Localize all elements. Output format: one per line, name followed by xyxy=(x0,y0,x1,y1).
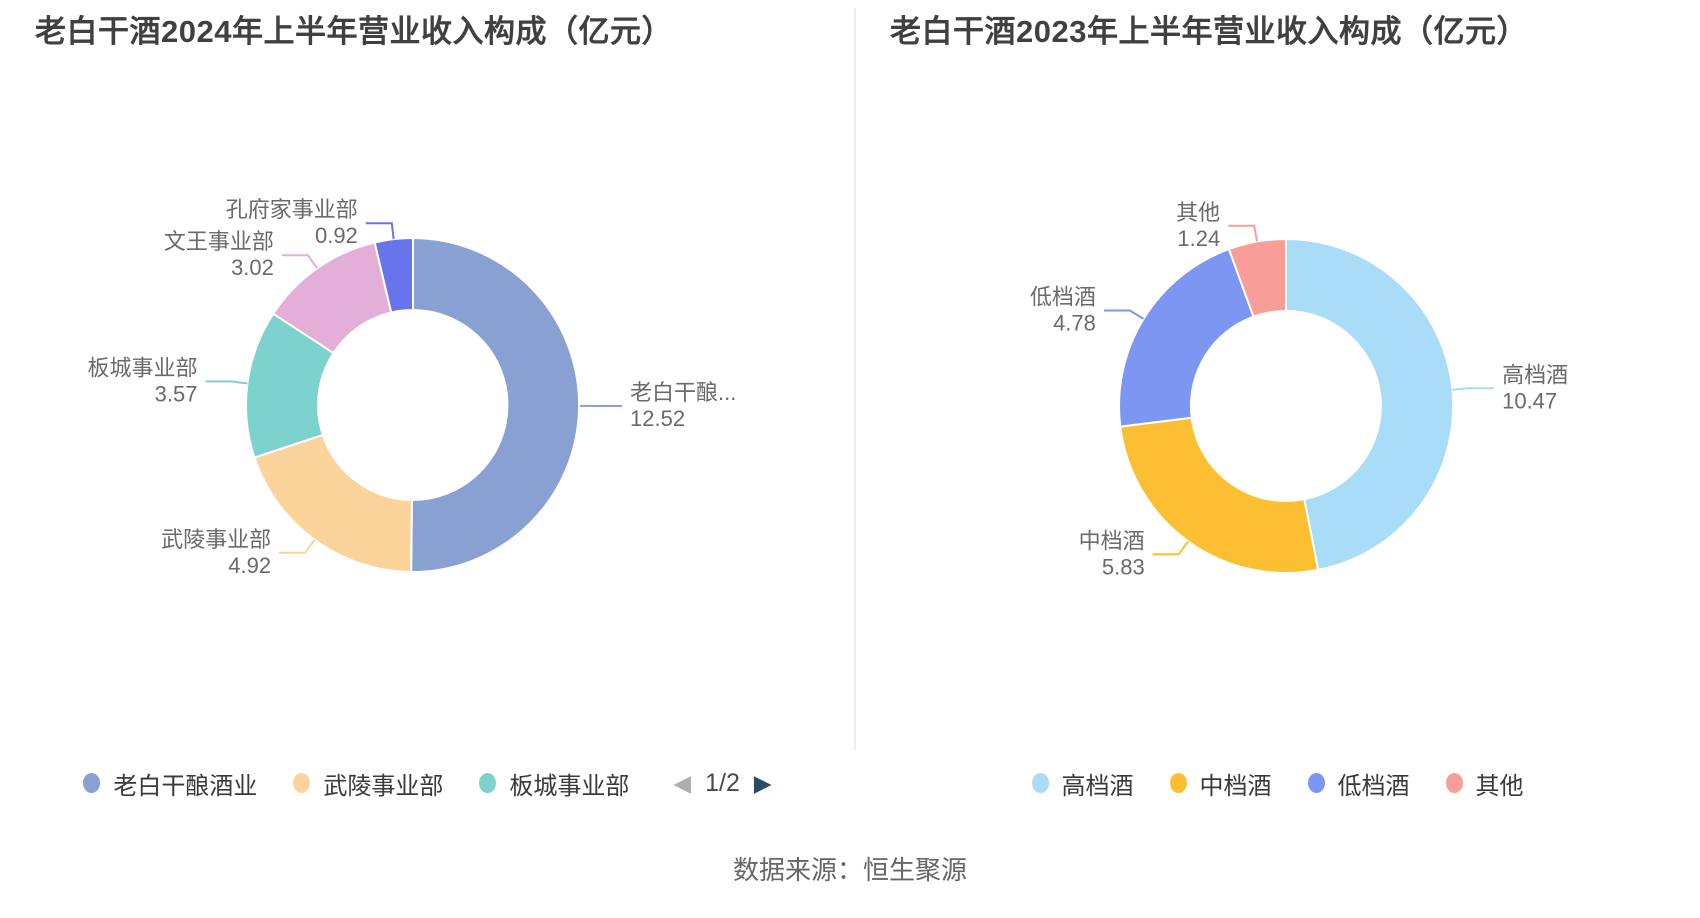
slice-label-value-高档酒: 10.47 xyxy=(1502,388,1557,413)
label-line-孔府家事业部 xyxy=(365,222,395,240)
legend-item-label: 板城事业部 xyxy=(509,772,630,800)
legend-item-label: 高档酒 xyxy=(1061,772,1134,800)
legend-dot-icon xyxy=(479,773,497,793)
legend-item-label: 其他 xyxy=(1475,772,1524,800)
legend-dot-icon xyxy=(1169,773,1187,793)
pie-slice-中档酒[interactable] xyxy=(1119,416,1320,575)
pie-slice-低档酒[interactable] xyxy=(1118,248,1255,428)
slice-label-name-武陵事业部: 武陵事业部 xyxy=(161,527,271,552)
slice-label-name-低档酒: 低档酒 xyxy=(1030,285,1096,310)
legend-dot-icon xyxy=(83,773,101,793)
legend-dot-icon xyxy=(1445,773,1463,793)
slice-label-name-高档酒: 高档酒 xyxy=(1502,362,1568,387)
legend-item-低档酒[interactable]: 低档酒 xyxy=(1307,766,1410,801)
slice-label-name-文王事业部: 文王事业部 xyxy=(164,229,274,254)
slice-label-value-其他: 1.24 xyxy=(1177,226,1220,251)
legend-item-板城事业部[interactable]: 板城事业部 xyxy=(479,766,629,801)
label-line-文王事业部 xyxy=(281,254,318,269)
label-line-其他 xyxy=(1228,224,1258,242)
slice-label-value-孔府家事业部: 0.92 xyxy=(315,223,358,248)
legend-item-中档酒[interactable]: 中档酒 xyxy=(1169,766,1272,801)
slice-label-value-板城事业部: 3.57 xyxy=(155,381,198,406)
legend-item-label: 武陵事业部 xyxy=(323,772,444,800)
chart-title-2023: 老白干酒2023年上半年营业收入构成（亿元） xyxy=(890,14,1528,49)
slice-label-value-老白干酿酒业: 12.52 xyxy=(630,406,685,431)
slice-label-name-老白干酿酒业: 老白干酿... xyxy=(630,380,736,405)
legend-page-indicator: 1/2 xyxy=(705,768,740,797)
chart-title-2024: 老白干酒2024年上半年营业收入构成（亿元） xyxy=(35,14,673,49)
legend-item-label: 中档酒 xyxy=(1199,772,1272,800)
pie-slice-高档酒[interactable] xyxy=(1285,238,1455,571)
legend-item-老白干酿酒业[interactable]: 老白干酿酒业 xyxy=(83,766,257,801)
legend-dot-icon xyxy=(1307,773,1325,793)
legend-item-label: 低档酒 xyxy=(1337,772,1410,800)
legend-item-其他[interactable]: 其他 xyxy=(1445,766,1524,801)
slice-label-value-低档酒: 4.78 xyxy=(1053,311,1096,336)
legend-dot-icon xyxy=(293,773,311,793)
data-source-caption: 数据来源：恒生聚源 xyxy=(732,855,967,885)
slice-label-value-中档酒: 5.83 xyxy=(1102,554,1145,579)
slice-label-value-武陵事业部: 4.92 xyxy=(228,553,271,578)
legend-pager: ◀ 1/2 ▶ xyxy=(673,769,771,798)
pie-slice-老白干酿酒业[interactable] xyxy=(410,237,580,574)
slice-label-name-孔府家事业部: 孔府家事业部 xyxy=(226,197,358,222)
label-line-中档酒 xyxy=(1152,540,1189,556)
legend-2024: 老白干酿酒业 武陵事业部 板城事业部 ◀ 1/2 ▶ xyxy=(0,760,855,806)
pie-slice-其他[interactable] xyxy=(1227,238,1287,318)
label-line-板城事业部 xyxy=(205,380,248,385)
slice-label-name-板城事业部: 板城事业部 xyxy=(87,355,197,380)
legend-prev-page-icon[interactable]: ◀ xyxy=(673,769,692,796)
legend-2023: 高档酒 中档酒 低档酒 其他 xyxy=(855,760,1700,806)
slice-label-name-中档酒: 中档酒 xyxy=(1079,528,1145,553)
slice-label-name-其他: 其他 xyxy=(1176,200,1220,225)
legend-next-page-icon[interactable]: ▶ xyxy=(753,769,772,796)
legend-item-label: 老白干酿酒业 xyxy=(113,772,258,800)
label-line-高档酒 xyxy=(1452,387,1495,391)
slice-label-value-文王事业部: 3.02 xyxy=(231,255,274,280)
legend-dot-icon xyxy=(1031,773,1049,793)
panel-divider xyxy=(854,8,856,750)
legend-item-武陵事业部[interactable]: 武陵事业部 xyxy=(293,766,443,801)
pie-slice-孔府家事业部[interactable] xyxy=(373,237,414,314)
label-line-武陵事业部 xyxy=(279,539,316,554)
label-line-低档酒 xyxy=(1103,309,1145,320)
legend-item-高档酒[interactable]: 高档酒 xyxy=(1031,766,1134,801)
pie-slice-武陵事业部[interactable] xyxy=(253,433,413,573)
